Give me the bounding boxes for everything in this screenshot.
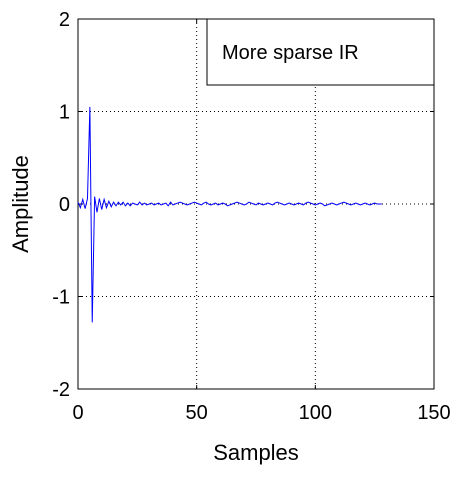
legend-box <box>206 18 435 86</box>
y-tick-label: 2 <box>59 9 70 31</box>
x-tick-label: 50 <box>186 402 208 424</box>
y-tick-label: 1 <box>59 102 70 124</box>
y-tick-label: -1 <box>52 287 70 309</box>
x-tick-label: 150 <box>417 402 450 424</box>
legend-label: More sparse IR <box>222 42 359 64</box>
y-tick-label: 0 <box>59 194 70 216</box>
y-axis-title: Amplitude <box>8 155 33 253</box>
x-tick-label: 100 <box>299 402 332 424</box>
x-tick-label: 0 <box>72 402 83 424</box>
series-line <box>77 106 382 323</box>
y-tick-label: -2 <box>52 379 70 401</box>
axis-ticks: 0 50 100 150 -2 -1 0 1 2 <box>52 9 450 424</box>
legend: More sparse IR <box>206 18 435 86</box>
grid-lines <box>78 19 434 389</box>
x-axis-title: Samples <box>213 440 299 465</box>
series-layer <box>77 106 382 323</box>
